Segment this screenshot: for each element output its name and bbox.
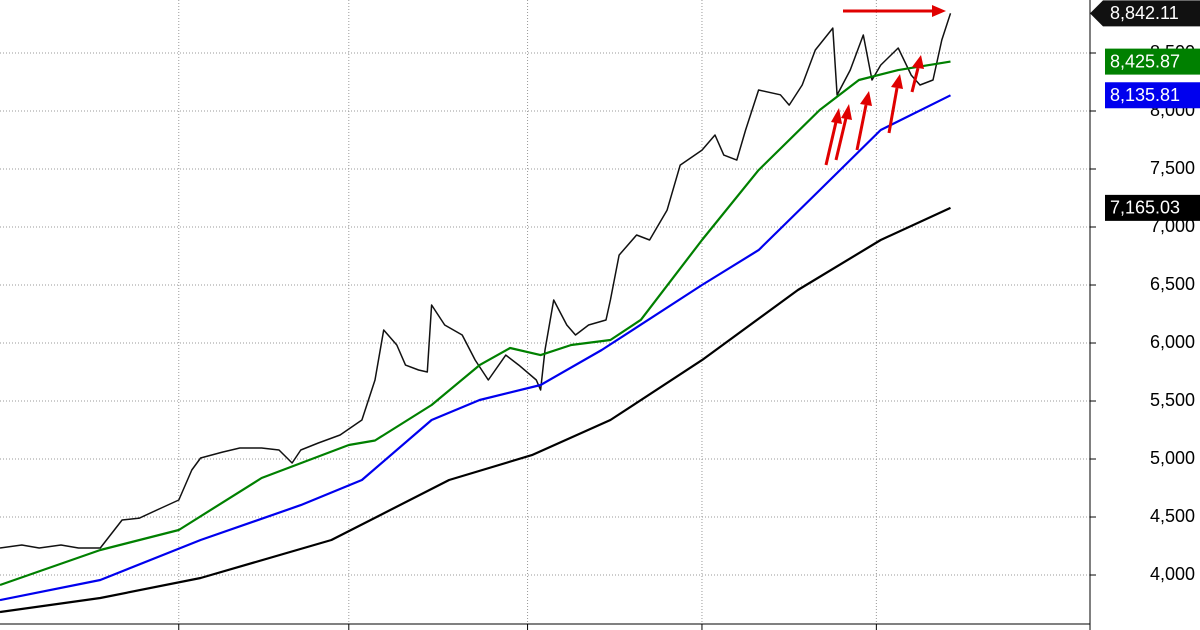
price-line: [0, 60, 951, 587]
last-value-label: 7,165.03: [1110, 198, 1180, 218]
last-value-marker: [1105, 82, 1200, 109]
last-value-marker: [1105, 194, 1200, 221]
last-value-label: 8,425.87: [1110, 51, 1180, 71]
arrow-head: [932, 5, 946, 17]
last-value-marker: [1090, 0, 1200, 27]
arrow-head: [912, 55, 924, 69]
y-tick-label: 5,000: [1150, 448, 1195, 468]
arrow-head: [831, 108, 842, 124]
y-tick-label: 4,000: [1150, 564, 1195, 584]
arrow-head: [891, 74, 903, 89]
arrow-head: [860, 91, 872, 106]
arrow: [855, 104, 868, 151]
plot: [0, 13, 952, 614]
arrow-head: [841, 104, 852, 120]
arrow: [887, 87, 899, 134]
last-value-labels: 8,842.11 8,425.87 8,135.81 7,165.03: [1090, 0, 1200, 221]
grid: [0, 0, 1090, 630]
last-value-marker: [1105, 48, 1200, 75]
last-value-label: 8,842.11: [1110, 3, 1179, 23]
price-line: [0, 206, 951, 614]
arrow: [824, 121, 838, 166]
y-tick-label: 7,500: [1150, 158, 1195, 178]
annotations: [824, 5, 946, 166]
y-tick-label: 4,500: [1150, 506, 1195, 526]
price-line: [0, 94, 951, 602]
y-tick-label: 6,000: [1150, 332, 1195, 352]
last-value-label: 8,135.81: [1110, 85, 1180, 105]
y-tick-label: 6,500: [1150, 274, 1195, 294]
y-tick-label: 5,500: [1150, 390, 1195, 410]
arrow: [910, 67, 920, 93]
arrow: [834, 117, 848, 161]
